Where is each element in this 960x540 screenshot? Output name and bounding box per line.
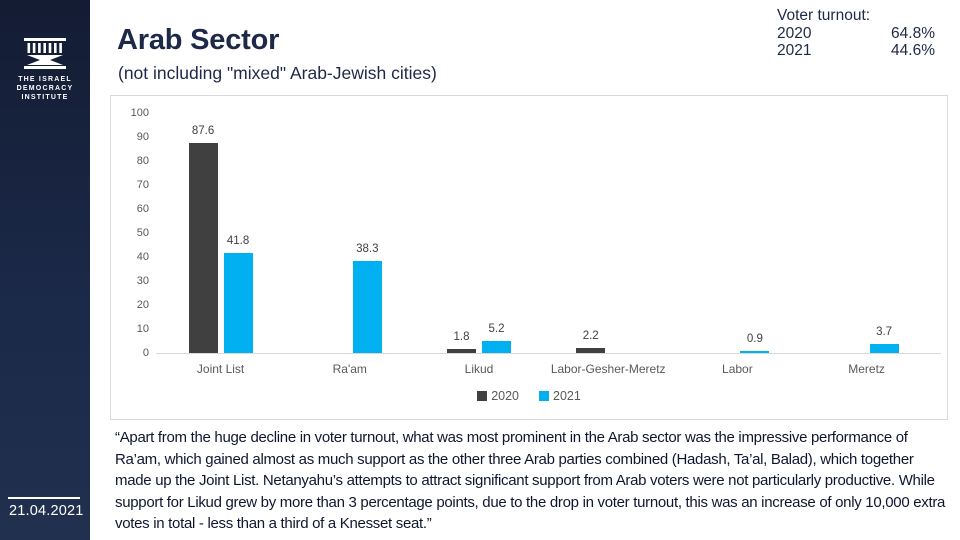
y-axis-tick: 50	[136, 227, 149, 239]
turnout-row-2020: 2020 64.8%	[777, 25, 935, 43]
legend-item-2021: 2021	[539, 389, 581, 403]
x-axis-line	[156, 353, 941, 354]
sidebar: THE ISRAEL DEMOCRACY INSTITUTE 21.04.202…	[0, 0, 90, 540]
bar-value-label: 0.9	[746, 332, 763, 345]
turnout-year: 2020	[777, 24, 812, 42]
bar-value-label: 38.3	[356, 243, 379, 256]
idi-logo: THE ISRAEL DEMOCRACY INSTITUTE	[0, 38, 90, 102]
voter-turnout-block: Voter turnout: 2020 64.8% 2021 44.6%	[777, 7, 935, 60]
category-label: Joint List	[196, 362, 245, 376]
bar-value-label: 3.7	[876, 326, 893, 339]
legend-item-2020: 2020	[477, 389, 519, 403]
logo-text-line: INSTITUTE	[21, 94, 69, 101]
y-axis-tick: 10	[136, 323, 149, 335]
bar-2021	[352, 261, 382, 353]
logo-text: THE ISRAEL DEMOCRACY INSTITUTE	[0, 75, 90, 102]
page-title: Arab Sector	[117, 24, 280, 56]
bar-chart: 0 10 20 30 40 50 60 70 80 90 100 Joint List 87.6 41.8…	[110, 95, 948, 420]
date-divider	[8, 497, 80, 499]
legend-marker-icon	[539, 391, 549, 401]
bar-2021	[482, 340, 511, 353]
y-axis-tick: 40	[136, 251, 149, 263]
turnout-value: 44.6%	[891, 42, 935, 59]
category-label: Labor	[722, 362, 753, 376]
bar-2021	[223, 252, 253, 353]
category-label: Ra'am	[332, 362, 367, 376]
bar-value-label: 87.6	[191, 124, 215, 137]
idi-column-icon	[24, 38, 66, 69]
category-label: Meretz	[848, 362, 885, 376]
y-axis-tick: 0	[142, 347, 149, 359]
voter-turnout-title: Voter turnout:	[777, 7, 871, 24]
category-label: Labor-Gesher-Meretz	[550, 362, 666, 376]
chart-plot: 0 10 20 30 40 50 60 70 80 90 100 Joint List 87.6 41.8…	[111, 96, 947, 419]
y-axis-tick: 30	[136, 275, 149, 287]
bar-2020	[447, 348, 476, 353]
y-axis-tick: 20	[136, 299, 149, 311]
logo-text-line: THE ISRAEL	[18, 76, 72, 83]
bar-2021	[740, 350, 770, 353]
bar-value-label: 5.2	[488, 322, 505, 335]
bar-2020	[188, 142, 218, 353]
bar-2020	[576, 347, 606, 353]
turnout-row-2021: 2021 44.6%	[777, 42, 935, 60]
bar-2021	[869, 344, 899, 353]
y-axis-tick: 70	[136, 179, 149, 191]
legend-marker-icon	[477, 391, 488, 401]
bar-value-label: 2.2	[582, 329, 599, 342]
chart-legend: 2020 2021	[111, 389, 947, 403]
turnout-year: 2021	[777, 42, 812, 59]
slide-date: 21.04.2021	[9, 503, 84, 519]
legend-label: 2020	[491, 389, 519, 403]
y-axis-tick: 90	[136, 131, 149, 143]
commentary-quote: “Apart from the huge decline in voter tu…	[115, 429, 946, 532]
turnout-value: 64.8%	[891, 24, 935, 42]
y-axis-tick: 80	[136, 155, 149, 167]
bar-value-label: 1.8	[453, 330, 470, 343]
bar-value-label: 41.8	[226, 234, 250, 247]
legend-label: 2021	[553, 389, 581, 403]
page-subtitle: (not including "mixed" Arab-Jewish citie…	[118, 63, 437, 83]
y-axis-tick: 60	[136, 203, 149, 215]
y-axis-tick: 100	[130, 107, 149, 119]
logo-text-line: DEMOCRACY	[16, 85, 74, 92]
category-label: Likud	[464, 362, 494, 376]
